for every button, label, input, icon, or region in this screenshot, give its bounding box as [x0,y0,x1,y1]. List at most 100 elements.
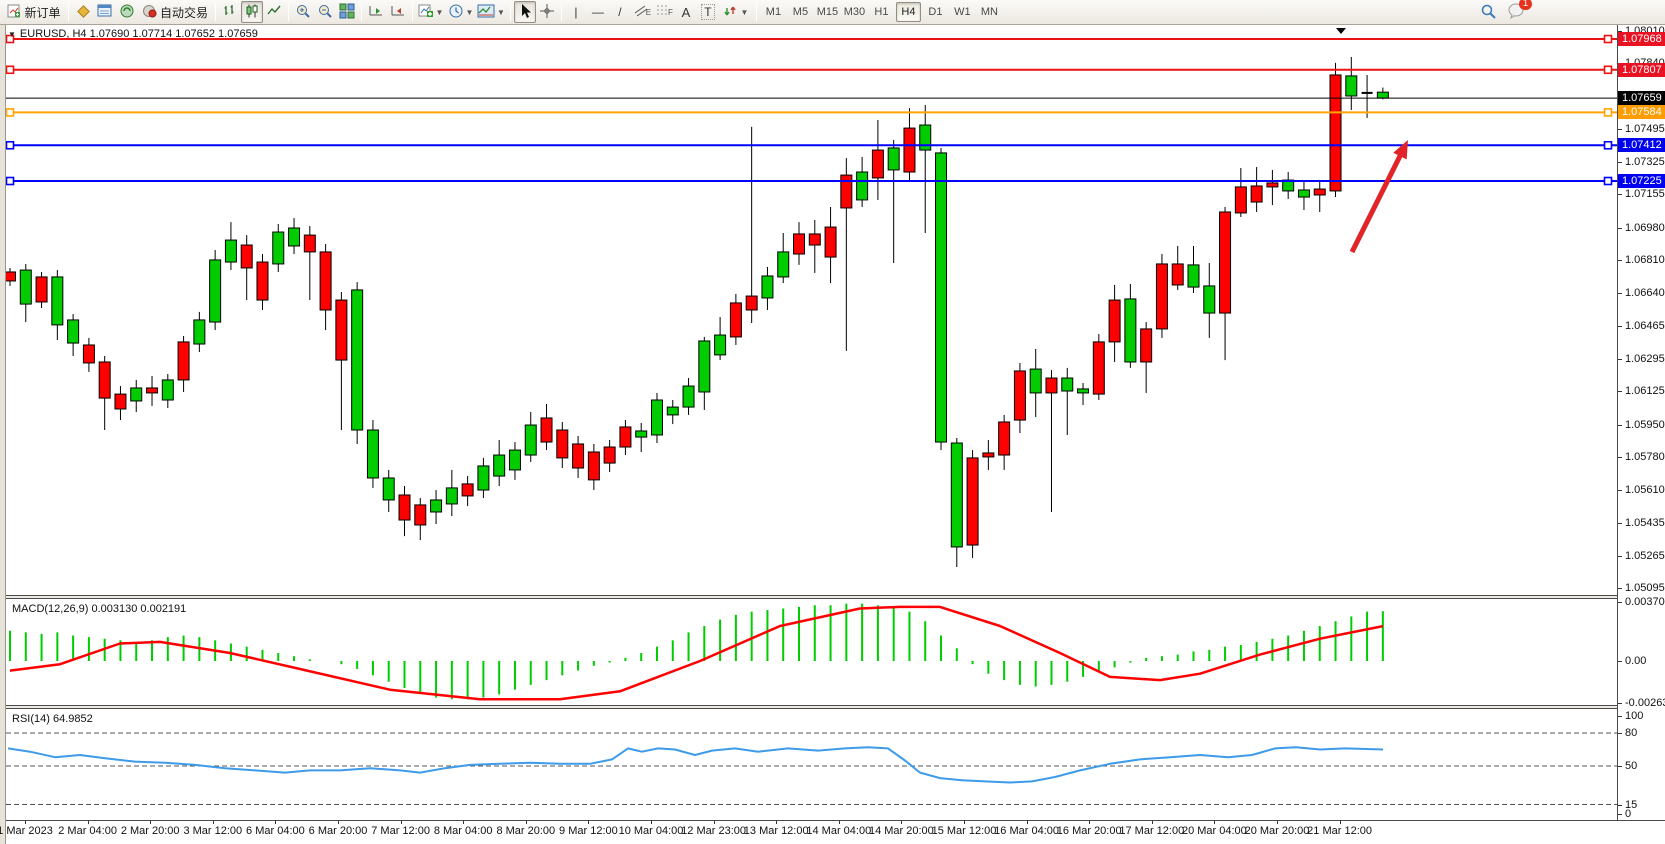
bull-candle[interactable] [67,319,80,344]
profiles-button[interactable] [72,1,94,23]
bear-candle[interactable] [114,393,127,410]
bull-candle[interactable] [382,477,395,501]
price-axis[interactable]: 1.080101.078401.074951.073251.071551.069… [1618,25,1665,820]
timeframe-M1[interactable]: M1 [765,6,782,18]
templates-button[interactable]: ▼ [476,1,507,23]
bull-candle[interactable] [1077,388,1090,394]
bull-candle[interactable] [919,124,932,151]
bull-candle[interactable] [224,239,237,263]
arrows-tool-button[interactable]: ▼ [719,1,753,23]
market-watch-button[interactable] [94,1,116,23]
annotation-arrow-shaft[interactable] [1349,151,1404,254]
bear-candle[interactable] [1013,370,1026,421]
bear-candle[interactable] [793,233,805,255]
bear-candle[interactable] [998,421,1011,456]
channel-tool-button[interactable]: E [631,1,653,23]
hline-tool-button[interactable]: — [587,1,609,23]
bear-candle[interactable] [414,504,427,526]
bar-chart-button[interactable] [219,1,241,23]
rsi-pane[interactable] [6,710,1617,820]
bear-candle[interactable] [603,446,616,464]
bull-candle[interactable] [635,430,648,438]
bull-candle[interactable] [209,259,222,323]
bear-candle[interactable] [35,276,48,303]
line-chart-button[interactable] [263,1,285,23]
bear-candle[interactable] [572,443,585,469]
bear-candle[interactable] [1329,74,1342,192]
hline-handle[interactable] [1603,140,1613,150]
bull-candle[interactable] [508,449,521,471]
bear-candle[interactable] [903,127,916,173]
bull-candle[interactable] [777,251,790,278]
bull-candle[interactable] [477,465,490,491]
timeframe-M5[interactable]: M5 [792,6,809,18]
bull-candle[interactable] [524,424,537,456]
cursor-tool-button[interactable] [513,1,536,23]
hline-handle[interactable] [6,176,15,186]
navigator-button[interactable] [116,1,138,23]
candle-chart-button[interactable] [241,1,263,23]
hline-handle[interactable] [1603,65,1613,75]
zoom-in-button[interactable] [292,1,314,23]
auto-scroll-button[interactable] [365,1,387,23]
bull-candle[interactable] [130,387,143,402]
bear-candle[interactable] [871,149,884,179]
vline-tool-button[interactable]: | [565,1,587,23]
timeframe-D1[interactable]: D1 [928,6,943,18]
hline-handle[interactable] [1603,108,1613,117]
bear-candle[interactable] [540,417,553,443]
periods-button[interactable]: ▼ [446,1,476,23]
bear-candle[interactable] [146,387,159,394]
bull-candle[interactable] [19,269,32,305]
macd-pane[interactable] [6,600,1617,705]
bull-candle[interactable] [272,231,285,265]
bear-candle[interactable] [1155,263,1168,330]
bull-candle[interactable] [366,429,379,479]
timeframe-H1[interactable]: H1 [874,6,889,18]
bull-candle[interactable] [1029,368,1042,394]
bull-candle[interactable] [761,275,774,299]
bear-candle[interactable] [98,361,111,399]
text-tool-button[interactable]: A [675,1,697,23]
bull-candle[interactable] [1203,285,1216,314]
bear-candle[interactable] [1313,188,1326,196]
bear-candle[interactable] [335,299,348,361]
bear-candle[interactable] [840,174,853,209]
bear-candle[interactable] [177,341,190,381]
chart-shift-button[interactable] [387,1,409,23]
bear-candle[interactable] [1045,377,1058,394]
pane-splitter[interactable] [6,705,1617,709]
bull-candle[interactable] [1187,264,1200,288]
search-button[interactable] [1477,2,1499,24]
bull-candle[interactable] [288,227,301,247]
bull-candle[interactable] [682,385,695,408]
timeframe-H4[interactable]: H4 [895,2,921,22]
bear-candle[interactable] [303,234,316,253]
bear-candle[interactable] [398,494,411,521]
bear-candle[interactable] [256,261,269,301]
bear-candle[interactable] [1171,263,1184,286]
bear-candle[interactable] [824,226,837,258]
main-chart-pane[interactable] [6,25,1617,595]
chat-button[interactable]: 1 [1507,0,1532,24]
timeframe-W1[interactable]: W1 [954,6,971,18]
fibo-tool-button[interactable]: F [653,1,675,23]
bear-candle[interactable] [1234,186,1247,214]
bull-candle[interactable] [856,171,869,201]
bear-candle[interactable] [619,426,632,448]
new-order-button[interactable]: 新订单 [3,1,65,23]
bull-candle[interactable] [493,454,506,477]
bear-candle[interactable] [808,233,821,246]
hline-handle[interactable] [1603,176,1613,186]
bear-candle[interactable] [1219,211,1232,314]
bear-candle[interactable] [461,483,474,497]
time-axis[interactable]: 1 Mar 2023 2 Mar 04:00 2 Mar 20:00 3 Mar 12… [0,821,1617,844]
timeframe-M15[interactable]: M15 [816,6,839,18]
bull-candle[interactable] [51,276,64,326]
bull-candle[interactable] [445,487,458,505]
crosshair-tool-button[interactable] [536,1,558,23]
hline-handle[interactable] [1603,34,1613,44]
auto-trading-button[interactable]: 自动交易 [138,1,212,23]
bull-candle[interactable] [666,406,679,416]
timeframe-M30[interactable]: M30 [843,6,866,18]
